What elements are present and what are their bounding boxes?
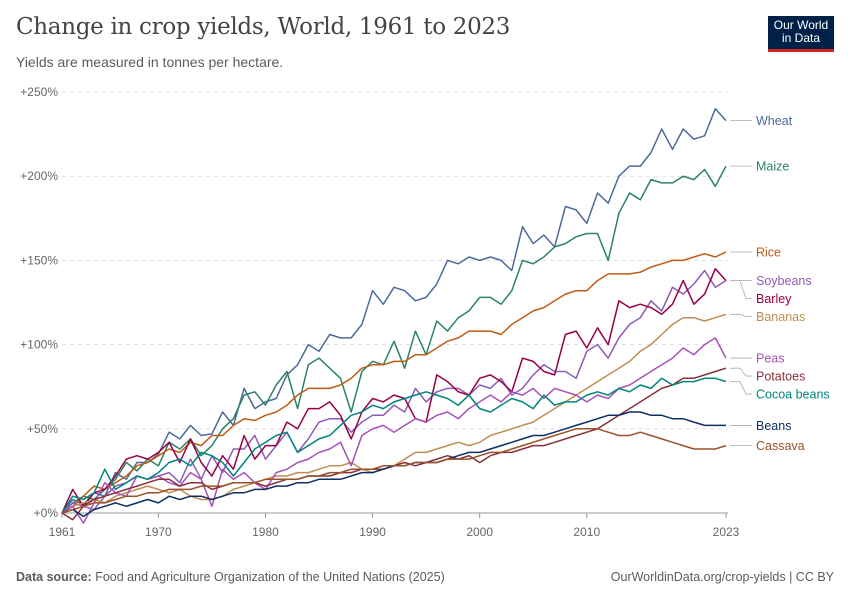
x-tick-label: 1970 [145,525,172,539]
x-tick-label: 2000 [466,525,493,539]
x-tick-label: 2023 [713,525,740,539]
series-label-wheat: Wheat [756,114,793,128]
label-connector-cocoa-beans [730,381,752,395]
source-text: Food and Agriculture Organization of the… [95,570,445,584]
series-line-wheat [61,108,727,514]
label-connector-barley [730,280,752,300]
y-tick-label: +0% [34,506,59,520]
series-label-maize: Maize [756,160,789,174]
logo-line2: in Data [781,31,821,45]
series-line-cocoa-beans [61,377,727,514]
series-label-rice: Rice [756,245,781,259]
label-connector-potatoes [730,367,752,377]
series-label-peas: Peas [756,352,785,366]
source-label: Data source: [16,570,92,584]
chart-title: Change in crop yields, World, 1961 to 20… [16,14,511,40]
series-label-cassava: Cassava [756,439,805,453]
chart-subtitle: Yields are measured in tonnes per hectar… [16,54,284,70]
y-tick-label: +250% [20,85,58,99]
owid-logo[interactable]: Our World in Data [768,16,834,52]
x-tick-label: 1961 [49,525,76,539]
series-label-cocoa-beans: Cocoa beans [756,388,830,402]
x-tick-label: 1990 [359,525,386,539]
series-line-beans [61,411,726,518]
series-label-soybeans: Soybeans [756,274,812,288]
series-line-soybeans [61,269,727,514]
logo-line1: Our World [773,18,829,32]
label-connector-bananas [730,313,752,318]
x-tick-label: 2010 [573,525,600,539]
series-label-bananas: Bananas [756,310,805,324]
y-tick-label: +200% [20,169,58,183]
footer-source: Data source: Food and Agriculture Organi… [16,570,445,584]
series-line-maize [61,165,727,514]
series-label-barley: Barley [756,292,792,306]
series-line-peas [61,337,727,524]
line-chart: +0% +50% +100% +150% +200% +250% 1961 1970 1980 1… [20,85,830,539]
y-tick-label: +100% [20,338,58,352]
series-label-potatoes: Potatoes [756,370,805,384]
series-line-rice [61,251,727,514]
series-line-barley [61,268,727,514]
footer-url-license[interactable]: OurWorldinData.org/crop-yields | CC BY [610,570,834,584]
series-label-beans: Beans [756,419,791,433]
y-tick-label: +50% [27,422,58,436]
y-tick-label: +150% [20,253,58,267]
series-line-cassava [61,428,727,514]
x-tick-label: 1980 [252,525,279,539]
